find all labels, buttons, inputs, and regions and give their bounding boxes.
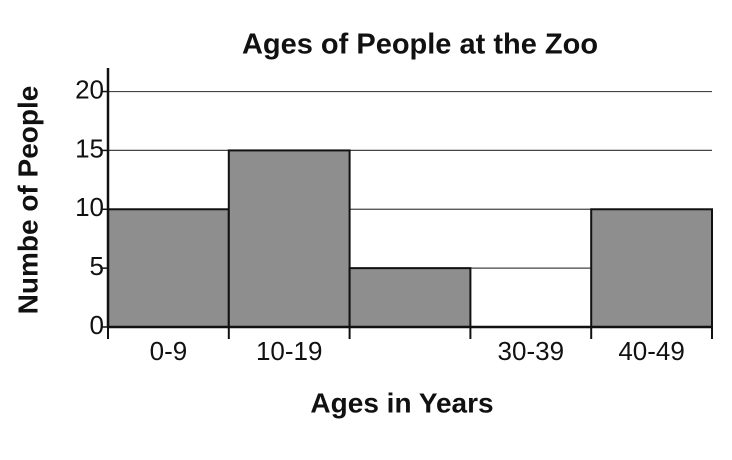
y-tick-label: 10 bbox=[75, 192, 104, 222]
bar bbox=[348, 267, 472, 328]
y-tick-label: 0 bbox=[90, 310, 104, 340]
x-tick-label: 40-49 bbox=[618, 336, 685, 366]
x-tick-label: 0-9 bbox=[150, 336, 188, 366]
x-tick-label: 30-39 bbox=[498, 336, 565, 366]
y-tick-label: 15 bbox=[75, 133, 104, 163]
y-axis-title: Numbe of People bbox=[12, 86, 43, 315]
x-tick-label: 10-19 bbox=[256, 336, 323, 366]
y-tick-label: 5 bbox=[90, 251, 104, 281]
bar bbox=[590, 208, 714, 328]
y-tick-label: 20 bbox=[75, 74, 104, 104]
x-axis-title: Ages in Years bbox=[310, 387, 493, 418]
bar bbox=[107, 208, 230, 328]
chart-title: Ages of People at the Zoo bbox=[242, 29, 598, 61]
bar bbox=[227, 149, 351, 328]
